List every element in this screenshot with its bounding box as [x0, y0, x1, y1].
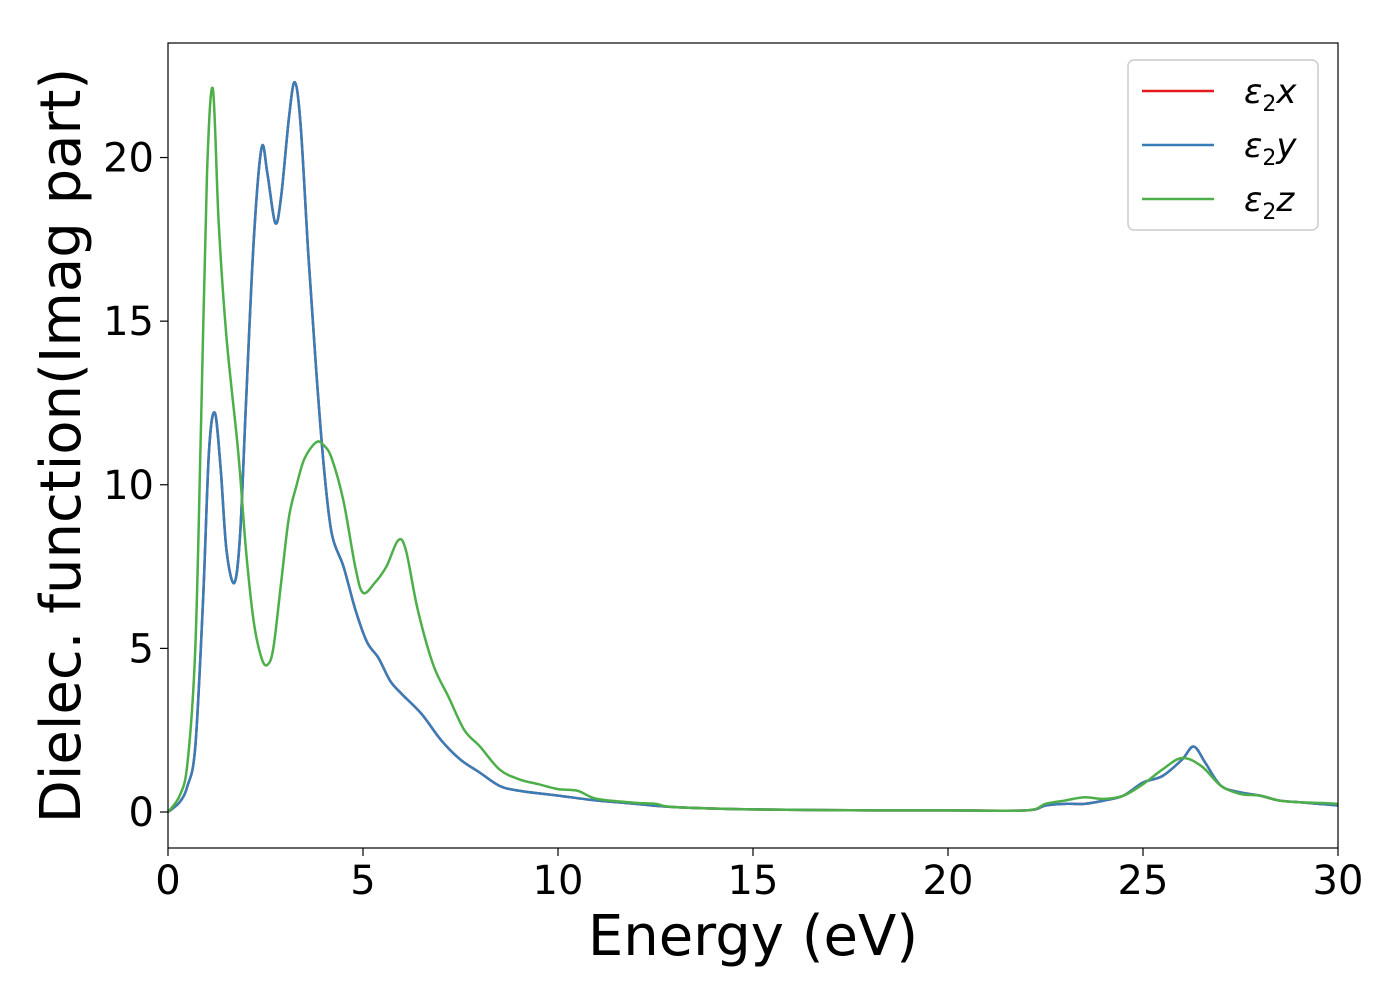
- y-tick-label: 0: [129, 790, 154, 836]
- series-line-z: [166, 86, 1339, 813]
- x-tick-label: 20: [923, 858, 974, 904]
- legend: ε2x ε2y ε2z: [1127, 59, 1319, 231]
- legend-label-x: ε2x: [1244, 72, 1297, 117]
- y-tick-label: 20: [103, 136, 154, 182]
- y-tick-label: 10: [103, 463, 154, 509]
- y-tick-label: 5: [129, 626, 154, 672]
- plot-lines: [166, 81, 1339, 813]
- x-axis: 0 5 10 15 20 25 30: [155, 848, 1363, 904]
- x-tick-label: 0: [155, 858, 180, 904]
- x-axis-label: Energy (eV): [588, 904, 918, 969]
- x-tick-label: 5: [350, 858, 375, 904]
- y-axis-label: Dielec. function(Imag part): [29, 68, 94, 824]
- x-tick-label: 25: [1118, 858, 1169, 904]
- legend-label-z: ε2z: [1244, 180, 1295, 225]
- legend-box: [1127, 59, 1319, 231]
- x-tick-label: 15: [728, 858, 779, 904]
- y-axis: 0 5 10 15 20: [103, 136, 168, 836]
- legend-label-y: ε2y: [1244, 126, 1297, 171]
- x-tick-label: 30: [1313, 858, 1364, 904]
- y-tick-label: 15: [103, 299, 154, 345]
- x-tick-label: 10: [533, 858, 584, 904]
